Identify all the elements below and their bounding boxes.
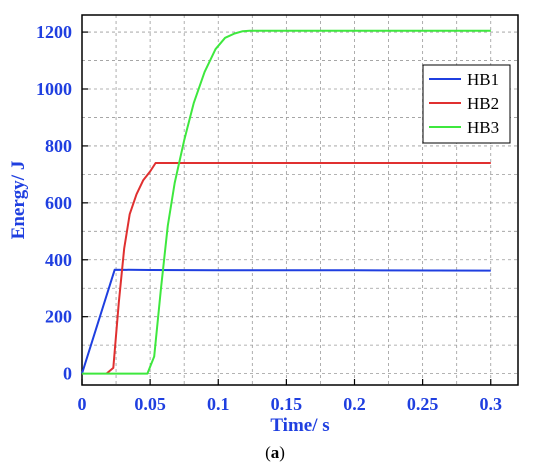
legend: HB1 HB2 HB3 xyxy=(422,64,511,144)
y-tick-label: 600 xyxy=(45,193,72,213)
series-line-hb3 xyxy=(82,29,491,375)
y-tick-label: 1000 xyxy=(36,79,72,99)
legend-label-hb2: HB2 xyxy=(467,94,499,113)
x-tick-label: 0.1 xyxy=(207,394,230,414)
figure-caption: (a) xyxy=(265,443,285,462)
x-axis-title: Time/ s xyxy=(270,415,329,436)
series-lines xyxy=(81,29,491,375)
y-tick-label: 0 xyxy=(63,364,72,384)
x-tick-label: 0 xyxy=(78,394,87,414)
y-tick-label: 400 xyxy=(45,250,72,270)
caption-close-paren: ) xyxy=(279,443,285,462)
y-tick-label: 1200 xyxy=(36,22,72,42)
x-tick-label: 0.05 xyxy=(134,394,166,414)
legend-label-hb3: HB3 xyxy=(467,118,499,137)
legend-label-hb1: HB1 xyxy=(467,70,499,89)
y-tick-label: 200 xyxy=(45,307,72,327)
plot-frame xyxy=(81,14,519,386)
x-tick-label: 0.15 xyxy=(271,394,303,414)
x-tick-label: 0.25 xyxy=(407,394,439,414)
grid xyxy=(82,15,518,385)
y-axis-title: Energy/ J xyxy=(8,161,29,240)
caption-letter: a xyxy=(271,443,280,462)
series-line-hb1 xyxy=(81,268,491,374)
y-tick-label: 800 xyxy=(45,136,72,156)
x-tick-label: 0.2 xyxy=(343,394,366,414)
x-tick-label: 0.3 xyxy=(480,394,503,414)
axis-ticks: 0 0.05 0.1 0.15 0.2 0.25 0.3 0 200 400 600 800 1000 1… xyxy=(36,22,502,414)
series-line-hb2 xyxy=(105,162,491,375)
caption-open-paren: ( xyxy=(265,443,271,462)
